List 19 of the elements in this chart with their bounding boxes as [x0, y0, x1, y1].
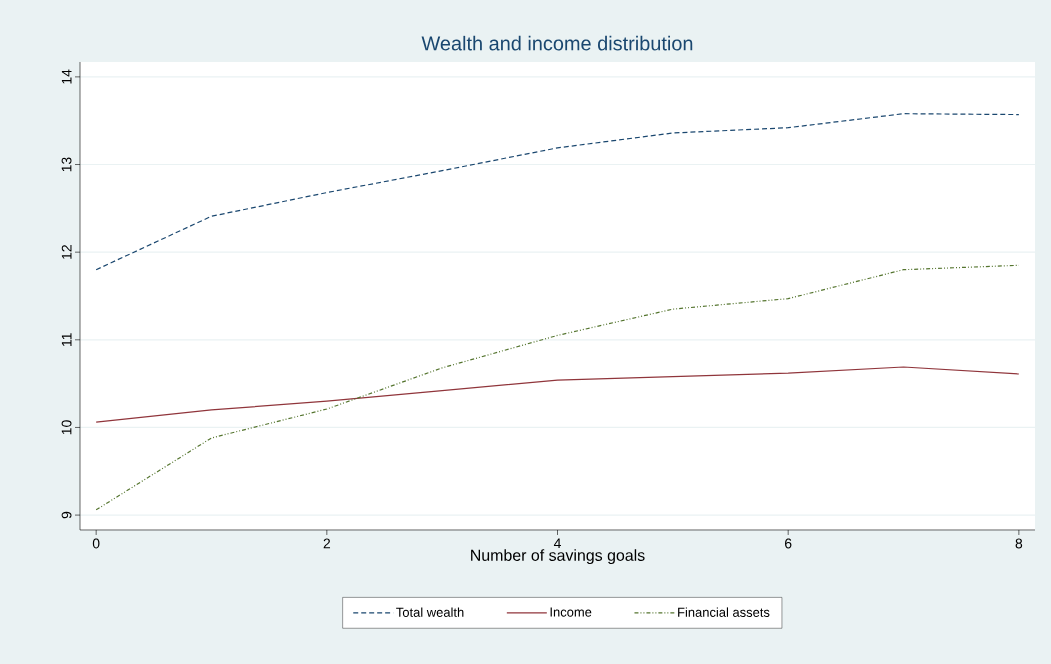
- y-tick-label: 9: [61, 511, 72, 519]
- y-tick-label: 11: [61, 333, 72, 346]
- x-tick-label: 4: [553, 538, 561, 549]
- x-tick-label: 0: [92, 538, 100, 549]
- x-tick-label: 8: [1015, 538, 1023, 549]
- y-tick-label: 12: [61, 245, 72, 259]
- x-axis-title: Number of savings goals: [471, 549, 645, 565]
- x-tick-label: 6: [785, 538, 792, 549]
- line-series: [95, 366, 1020, 423]
- x-tick-label: 2: [323, 538, 331, 549]
- legend-label: Income: [550, 607, 592, 617]
- line-series: [95, 264, 1020, 511]
- y-tick-label: 13: [61, 157, 72, 172]
- chart-title: Wealth and income distribution: [421, 35, 693, 51]
- line-series: [95, 113, 1020, 271]
- y-tick-label: 10: [61, 420, 72, 435]
- legend-label: Financial assets: [678, 607, 770, 617]
- y-tick-label: 14: [61, 69, 72, 84]
- legend-label: Total wealth: [396, 607, 464, 617]
